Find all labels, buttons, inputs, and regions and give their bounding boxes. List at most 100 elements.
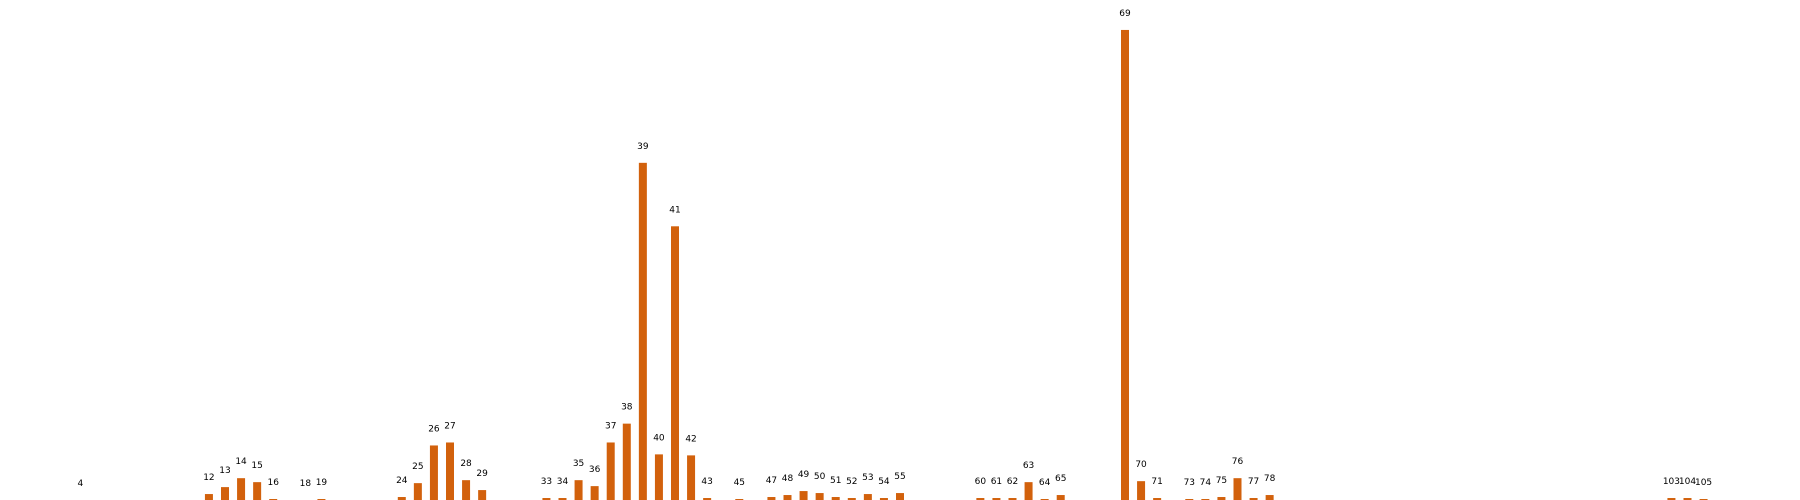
data-label-71: 71 [1151, 477, 1162, 487]
bar-70 [1137, 481, 1146, 500]
bar-52 [847, 498, 856, 500]
data-label-74: 74 [1200, 478, 1212, 488]
bar-14 [237, 478, 246, 500]
bar-29 [478, 490, 487, 500]
data-label-63: 63 [1023, 461, 1034, 471]
data-label-35: 35 [573, 459, 584, 469]
data-label-69: 69 [1119, 9, 1131, 19]
data-label-70: 70 [1135, 460, 1147, 470]
bar-47 [767, 497, 776, 500]
data-label-65: 65 [1055, 474, 1066, 484]
bar-43 [703, 498, 712, 500]
data-label-49: 49 [798, 470, 810, 480]
data-label-43: 43 [701, 477, 712, 487]
data-label-19: 19 [316, 478, 328, 488]
data-label-54: 54 [878, 477, 890, 487]
bar-38 [622, 423, 631, 500]
bar-12 [204, 494, 213, 500]
bar-50 [815, 493, 824, 500]
data-label-53: 53 [862, 473, 873, 483]
bar-34 [558, 498, 567, 500]
bar-77 [1249, 498, 1258, 500]
data-label-18: 18 [300, 479, 312, 489]
bar-41 [671, 226, 679, 500]
bar-103 [1667, 498, 1676, 500]
data-label-38: 38 [621, 403, 633, 413]
data-label-13: 13 [219, 466, 230, 476]
bar-40 [654, 454, 663, 500]
data-label-104: 104 [1679, 477, 1696, 487]
data-label-64: 64 [1039, 478, 1051, 488]
data-label-62: 62 [1007, 477, 1018, 487]
bar-35 [574, 480, 583, 500]
data-label-12: 12 [203, 473, 214, 483]
bar-55 [896, 493, 904, 500]
bar-60 [976, 498, 985, 500]
data-label-39: 39 [637, 142, 649, 152]
data-label-36: 36 [589, 465, 601, 475]
data-label-73: 73 [1184, 478, 1195, 488]
bar-13 [221, 487, 229, 500]
data-label-group: 4 12 13 14 15 16 18 19 24 25 26 27 28 29 33 34 35 36 37 38 3… [77, 9, 1712, 489]
data-label-77: 77 [1248, 477, 1259, 487]
data-label-75: 75 [1216, 476, 1227, 486]
data-label-40: 40 [653, 433, 665, 443]
bar-25 [413, 483, 422, 500]
data-label-50: 50 [814, 472, 826, 482]
data-label-4: 4 [77, 479, 83, 489]
data-label-14: 14 [235, 457, 247, 467]
bar-51 [831, 497, 840, 500]
bar-33 [542, 498, 551, 500]
data-label-78: 78 [1264, 474, 1276, 484]
data-label-45: 45 [734, 478, 745, 488]
bar-75 [1217, 497, 1226, 500]
bar-39 [638, 162, 647, 500]
bar-37 [606, 442, 615, 500]
data-label-24: 24 [396, 476, 408, 486]
bar-27 [446, 442, 454, 500]
bar-104 [1683, 498, 1692, 500]
bar-28 [462, 480, 471, 500]
data-label-48: 48 [782, 474, 794, 484]
data-label-16: 16 [267, 478, 279, 488]
bar-76 [1233, 478, 1242, 500]
data-label-47: 47 [766, 476, 777, 486]
bar-42 [687, 455, 696, 500]
data-label-34: 34 [557, 477, 569, 487]
bar-62 [1008, 498, 1017, 500]
data-label-27: 27 [444, 421, 455, 431]
bar-69 [1121, 29, 1129, 500]
bar-65 [1056, 495, 1065, 500]
data-label-60: 60 [975, 477, 987, 487]
bar-71 [1153, 498, 1162, 500]
data-label-76: 76 [1232, 457, 1244, 467]
data-label-25: 25 [412, 462, 423, 472]
bar-61 [992, 498, 1001, 500]
data-label-61: 61 [991, 477, 1002, 487]
bar-15 [253, 482, 262, 500]
bar-78 [1265, 495, 1274, 500]
bar-54 [879, 498, 888, 500]
data-label-29: 29 [476, 469, 488, 479]
data-label-26: 26 [428, 424, 440, 434]
data-label-33: 33 [541, 477, 552, 487]
data-label-103: 103 [1663, 477, 1680, 487]
data-label-15: 15 [251, 461, 262, 471]
data-label-42: 42 [685, 434, 696, 444]
bar-53 [863, 494, 872, 500]
bar-36 [590, 486, 599, 500]
bar-63 [1024, 482, 1033, 500]
bar-49 [799, 491, 808, 500]
bar-48 [783, 495, 792, 500]
data-label-28: 28 [460, 459, 472, 469]
data-label-52: 52 [846, 477, 857, 487]
data-label-105: 105 [1695, 478, 1712, 488]
bar-26 [429, 445, 438, 500]
data-label-37: 37 [605, 421, 616, 431]
data-label-51: 51 [830, 476, 841, 486]
bar-24 [397, 497, 406, 500]
data-label-55: 55 [894, 472, 905, 482]
data-label-41: 41 [669, 205, 680, 215]
